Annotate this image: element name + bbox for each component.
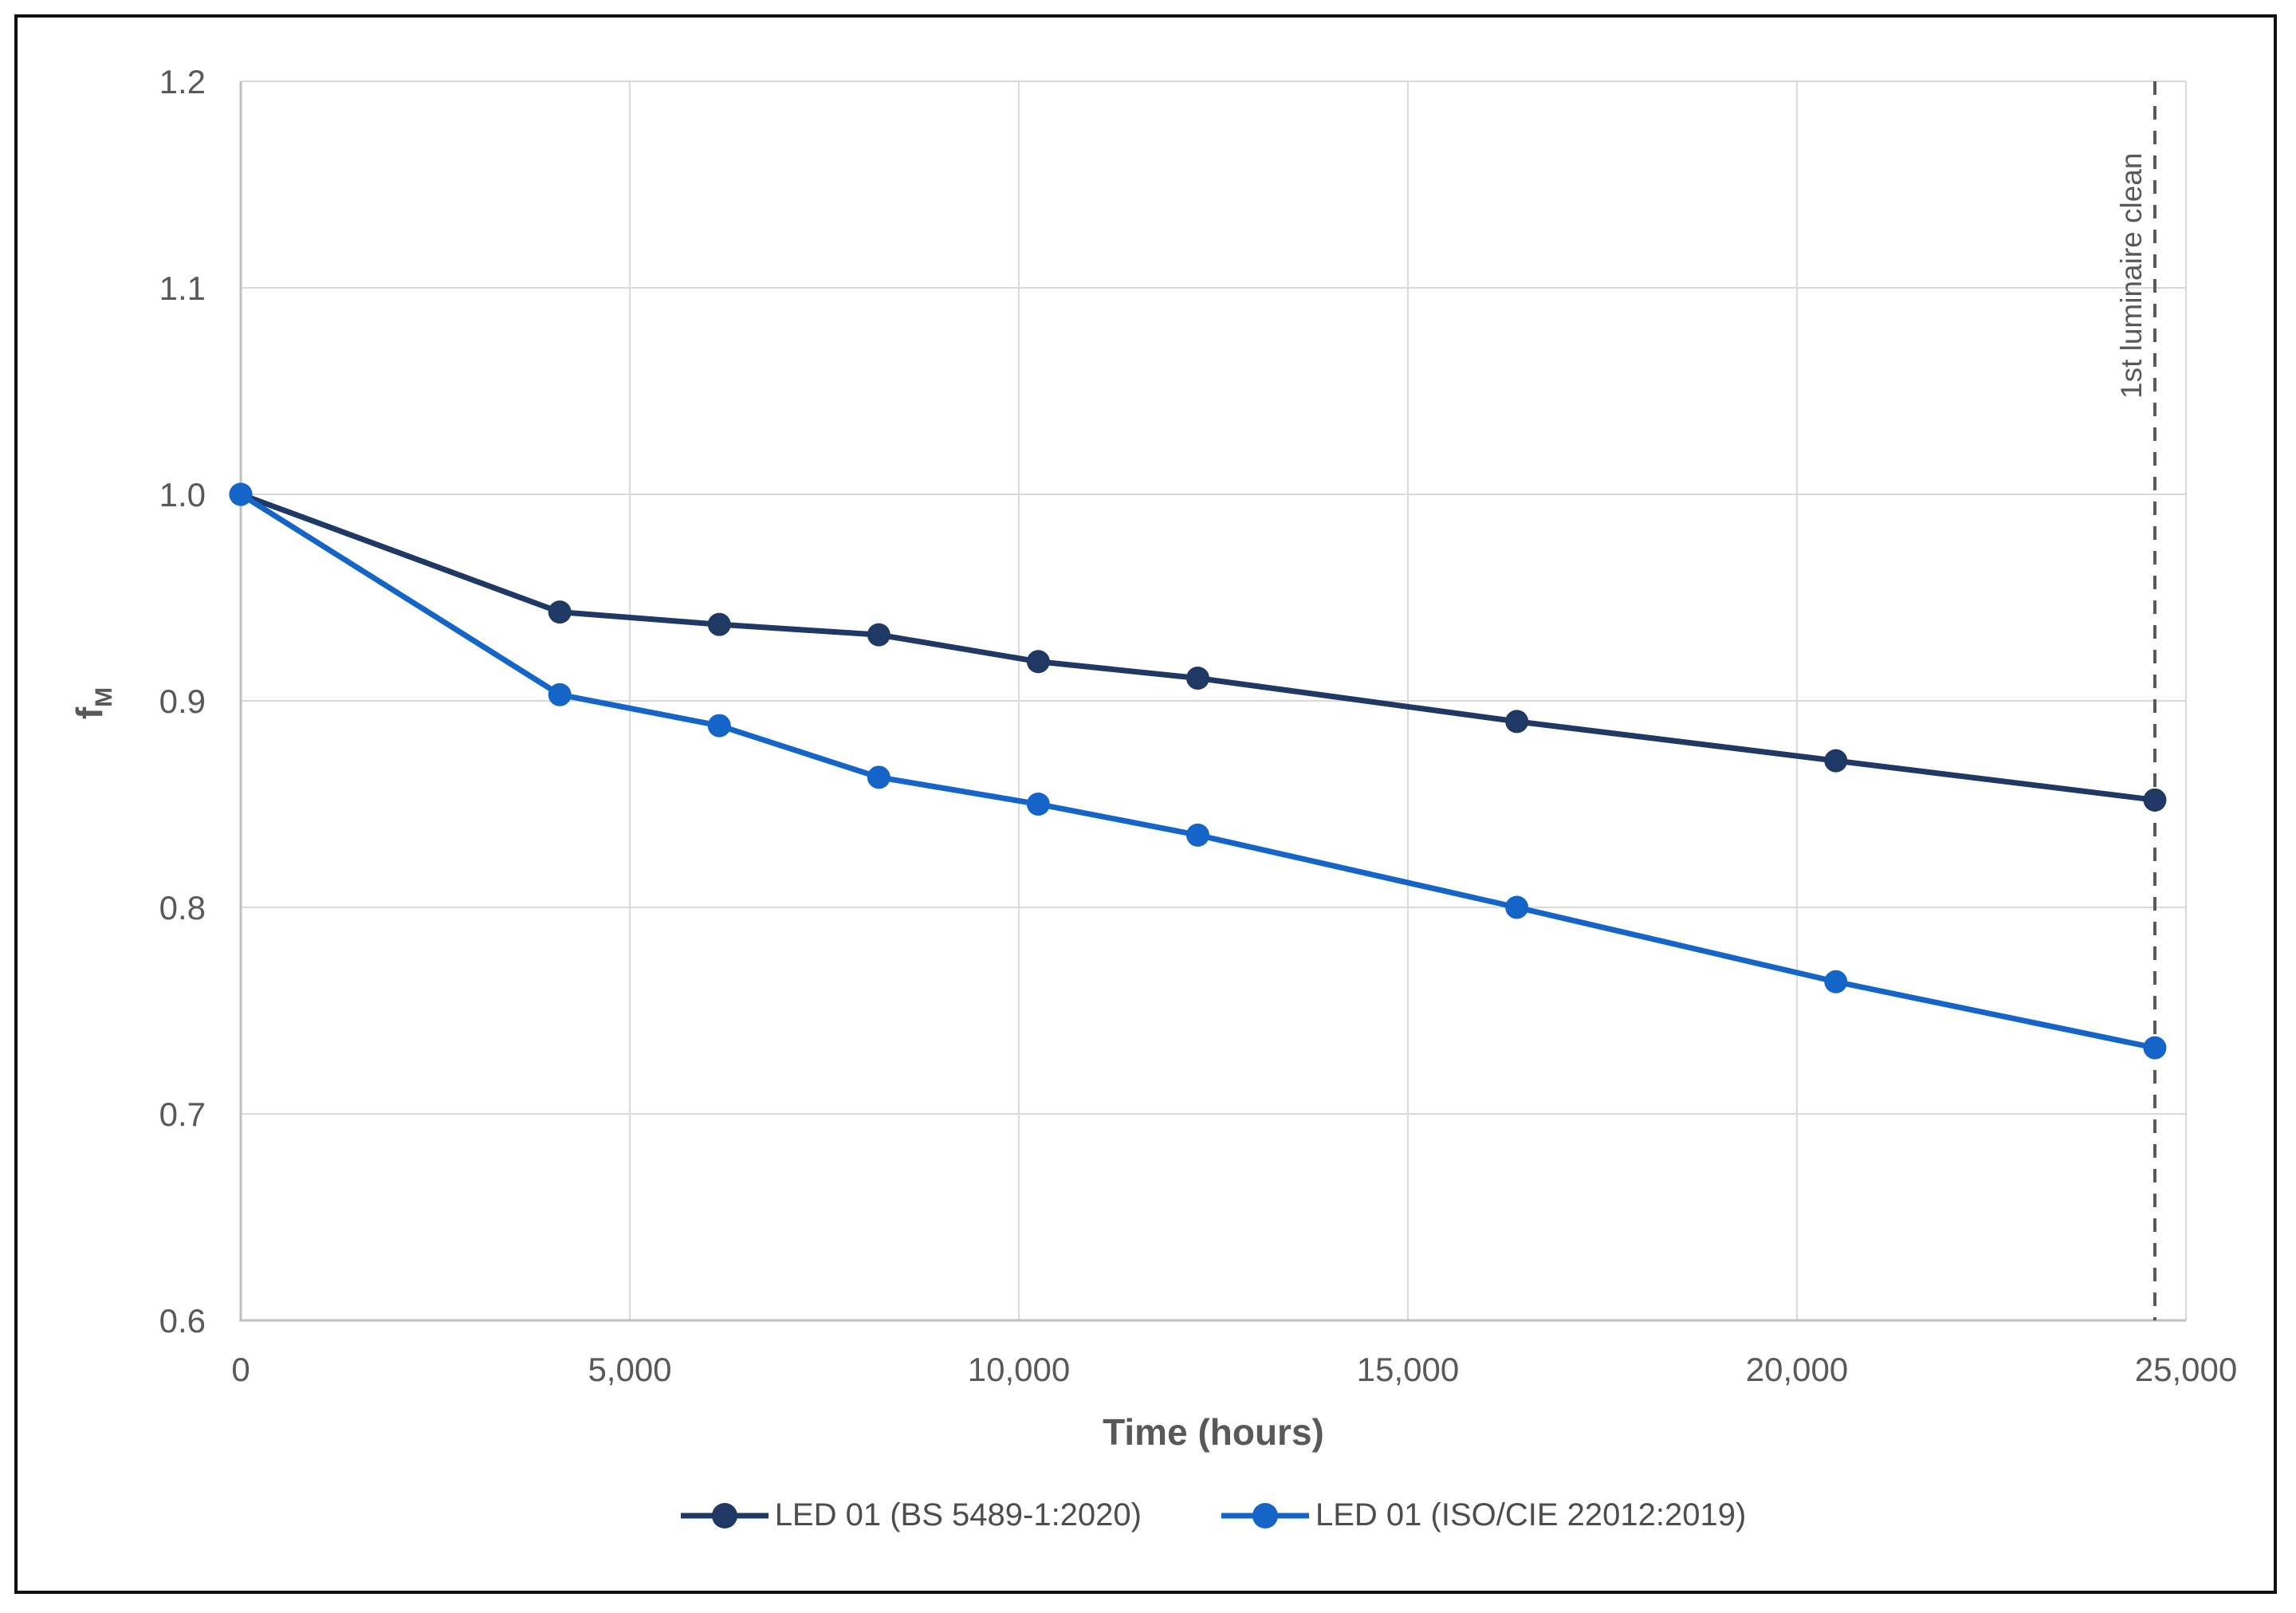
- tick-labels: 0.6 0.7 0.8 0.9 1.0 1.1 1.2 0 5,000 10,000 15,000 2…: [159, 63, 2238, 1388]
- y-axis-title: fM: [69, 687, 117, 719]
- annotation-first-luminaire-clean: 1st luminaire clean: [2115, 153, 2148, 399]
- gridlines: [240, 81, 2187, 1321]
- svg-text:25,000: 25,000: [2135, 1351, 2237, 1388]
- y-axis-title-main: f: [69, 706, 110, 719]
- x-axis-title: Time (hours): [1103, 1411, 1324, 1453]
- legend-item-isocie: LED 01 (ISO/CIE 22012:2019): [1221, 1497, 1746, 1533]
- svg-text:0.9: 0.9: [159, 683, 206, 720]
- svg-text:1.1: 1.1: [159, 269, 206, 307]
- legend-label-isocie: LED 01 (ISO/CIE 22012:2019): [1315, 1497, 1747, 1532]
- legend-label-bs5489: LED 01 (BS 5489-1:2020): [774, 1497, 1142, 1532]
- data-series: [229, 482, 2167, 1060]
- legend-item-bs5489: LED 01 (BS 5489-1:2020): [680, 1497, 1142, 1533]
- legend-marker-isocie-icon: [1221, 1502, 1309, 1528]
- svg-text:15,000: 15,000: [1357, 1351, 1459, 1388]
- svg-text:10,000: 10,000: [968, 1351, 1070, 1388]
- svg-text:0.6: 0.6: [159, 1302, 206, 1340]
- svg-text:1.2: 1.2: [159, 63, 206, 100]
- svg-text:0.7: 0.7: [159, 1096, 206, 1133]
- legend: LED 01 (BS 5489-1:2020) LED 01 (ISO/CIE …: [241, 1497, 2186, 1533]
- svg-text:1.0: 1.0: [159, 476, 206, 513]
- legend-marker-bs5489-icon: [680, 1502, 769, 1528]
- svg-text:5,000: 5,000: [588, 1351, 671, 1388]
- svg-text:0: 0: [231, 1351, 250, 1388]
- axis-lines: [239, 81, 2186, 1322]
- svg-text:0.8: 0.8: [159, 889, 206, 926]
- svg-text:20,000: 20,000: [1746, 1351, 1848, 1388]
- y-axis-title-subscript: M: [91, 687, 117, 707]
